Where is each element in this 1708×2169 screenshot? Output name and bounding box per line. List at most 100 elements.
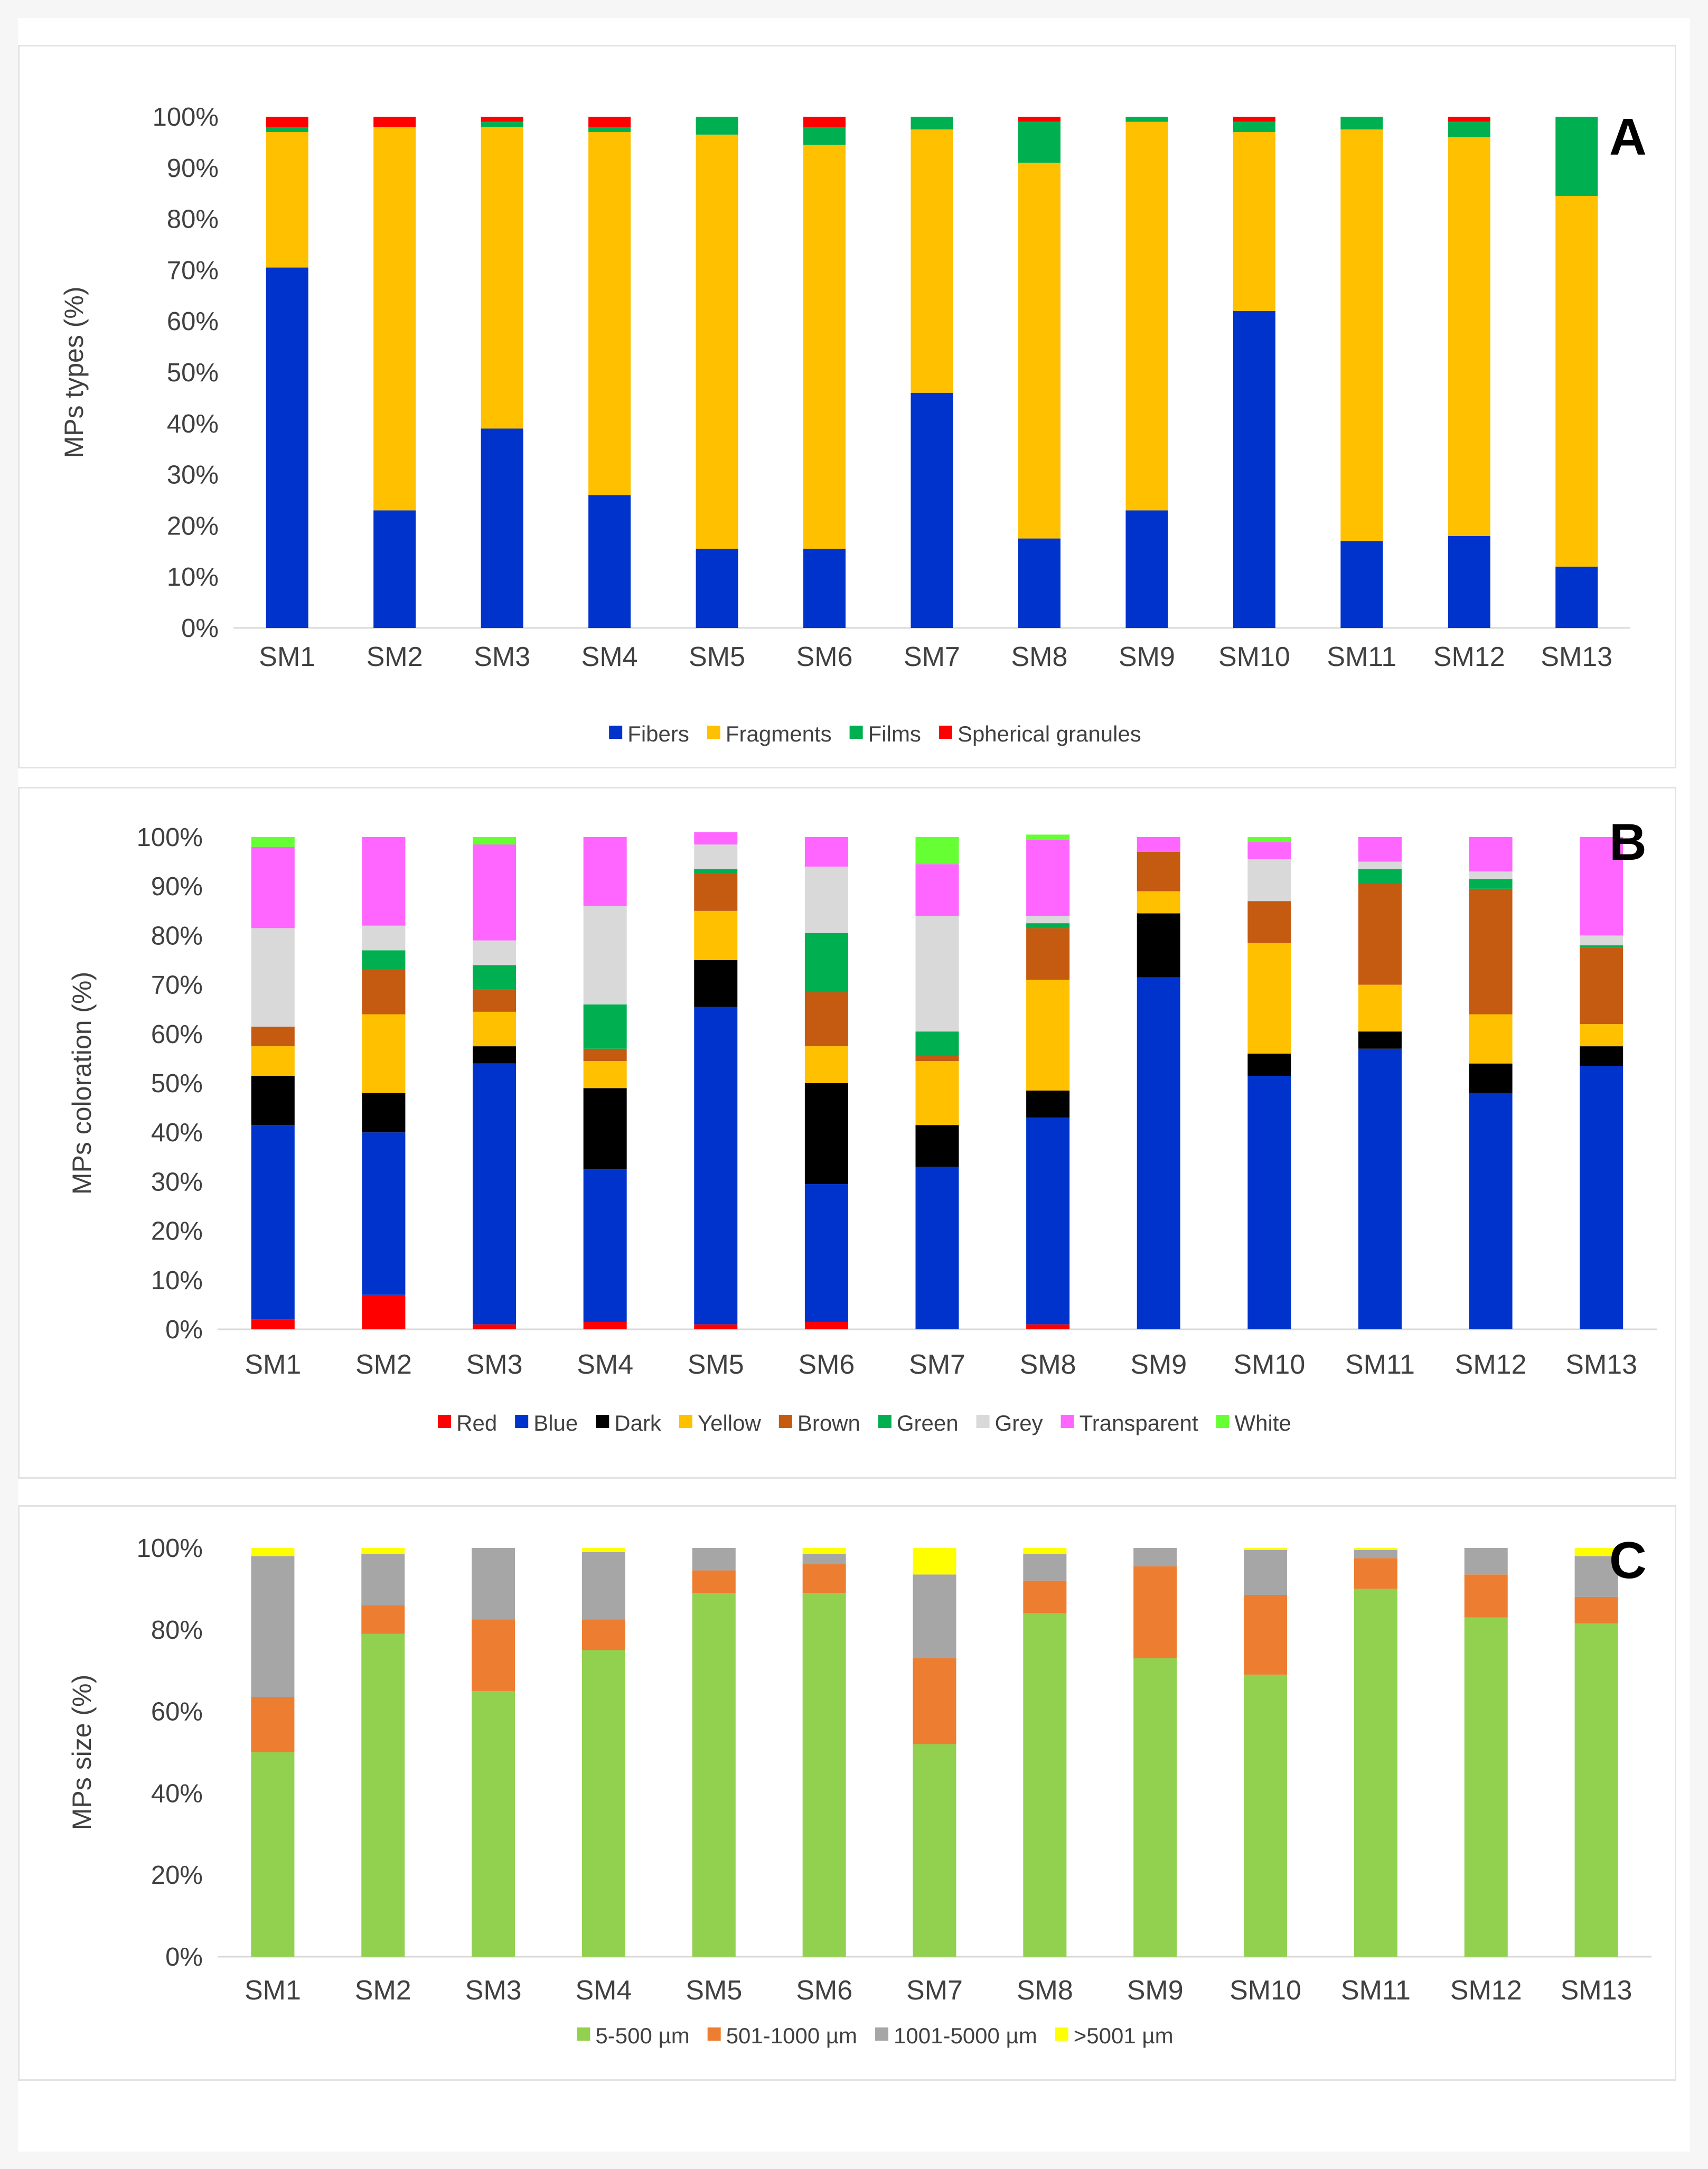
bar-segment-fragments-sm11: [1340, 129, 1383, 541]
bar-segment-green-sm2: [362, 950, 406, 970]
bar-segment-fragments-sm10: [1233, 132, 1275, 311]
bar-segment-red-sm4: [583, 1322, 627, 1329]
bar-segment-fragments-sm6: [803, 145, 846, 549]
bar-segment-dark-sm13: [1580, 1046, 1623, 1066]
bar-segment-dark-sm12: [1469, 1063, 1513, 1093]
legend-swatch-grey: [976, 1415, 990, 1428]
bar-segment-1001-5000-um-sm10: [1244, 1550, 1288, 1595]
bar-segment-5-500-um-sm6: [802, 1593, 846, 1957]
bar-segment-brown-sm9: [1137, 851, 1180, 891]
y-tick-label: 70%: [151, 971, 203, 1000]
bar-segment-fibers-sm13: [1555, 566, 1598, 628]
bar-segment-brown-sm10: [1247, 901, 1291, 943]
bar-segment-gt-5001-um-sm11: [1354, 1548, 1397, 1550]
bar-segment-501-1000-um-sm5: [692, 1570, 736, 1593]
bar-segment-dark-sm3: [473, 1046, 517, 1064]
bar-segment-films-sm3: [481, 121, 523, 127]
x-tick-label: SM5: [686, 1975, 742, 2006]
bar-segment-fragments-sm12: [1448, 137, 1490, 536]
y-tick-label: 60%: [151, 1020, 203, 1049]
bar-segment-dark-sm5: [694, 960, 738, 1007]
legend-label-gt-5001-um: >5001 µm: [1074, 2023, 1174, 2048]
bar-segment-1001-5000-um-sm2: [361, 1554, 405, 1605]
y-tick-label: 80%: [151, 1616, 203, 1645]
bar-segment-brown-sm8: [1026, 928, 1070, 980]
bar-segment-fibers-sm12: [1448, 536, 1490, 628]
bar-segment-blue-sm10: [1247, 1076, 1291, 1329]
legend-swatch-5-500-um: [577, 2027, 590, 2041]
bar-segment-spherical-granules-sm8: [1018, 117, 1061, 122]
stacked-bar-chart-mps-coloration: 0% 10% 20% 30% 40% 50% 60% 70% 80% 90% 100% MPs col…: [67, 813, 1657, 1435]
bar-segment-films-sm6: [803, 127, 846, 145]
bar-segment-501-1000-um-sm4: [581, 1619, 625, 1650]
y-tick-label: 60%: [167, 307, 219, 336]
bar-segment-fragments-sm2: [373, 127, 416, 511]
legend-swatch-spherical-granules: [939, 726, 952, 739]
bar-segment-spherical-granules-sm2: [373, 117, 416, 127]
legend-swatch-yellow: [679, 1415, 692, 1428]
legend-label-501-1000-um: 501-1000 µm: [726, 2023, 857, 2048]
bar-segment-spherical-granules-sm3: [481, 117, 523, 122]
bar-segment-yellow-sm5: [694, 910, 738, 960]
bar-segment-1001-5000-um-sm3: [472, 1548, 515, 1620]
bar-segment-fragments-sm8: [1018, 163, 1061, 539]
x-tick-label: SM1: [245, 1349, 301, 1380]
legend-label-green: Green: [897, 1411, 959, 1435]
bar-segment-1001-5000-um-sm4: [581, 1552, 625, 1620]
x-tick-label: SM11: [1345, 1349, 1415, 1380]
legend-label-films: Films: [868, 721, 921, 746]
bar-segment-dark-sm4: [583, 1088, 627, 1170]
legend-label-blue: Blue: [533, 1411, 578, 1435]
bar-segment-yellow-sm12: [1469, 1014, 1513, 1064]
bar-segment-transparent-sm11: [1358, 837, 1402, 862]
bar-segment-white-sm8: [1026, 834, 1070, 840]
bar-segment-blue-sm8: [1026, 1118, 1070, 1325]
bar-segment-spherical-granules-sm4: [588, 117, 631, 127]
bar-segment-red-sm2: [362, 1294, 406, 1329]
bar-segment-fibers-sm8: [1018, 538, 1061, 628]
bar-segment-5-500-um-sm3: [472, 1691, 515, 1957]
bar-segment-transparent-sm2: [362, 837, 406, 926]
y-tick-label: 10%: [167, 563, 219, 591]
bar-segment-brown-sm4: [583, 1048, 627, 1062]
bar-segment-blue-sm1: [251, 1125, 295, 1320]
bar-segment-yellow-sm6: [804, 1046, 848, 1083]
chart-panel-b: 0% 10% 20% 30% 40% 50% 60% 70% 80% 90% 100% MPs col…: [18, 787, 1676, 1479]
bar-segment-transparent-sm7: [915, 864, 959, 916]
y-tick-label: 90%: [151, 872, 203, 901]
legend-swatch-blue: [515, 1415, 529, 1428]
y-tick-label: 20%: [151, 1217, 203, 1246]
y-tick-label: 100%: [137, 1534, 203, 1563]
x-tick-label: SM10: [1230, 1975, 1301, 2006]
bar-segment-brown-sm7: [915, 1056, 959, 1062]
bar-segment-gt-5001-um-sm2: [361, 1548, 405, 1554]
bar-segment-transparent-sm5: [694, 832, 738, 844]
bar-segment-grey-sm12: [1469, 871, 1513, 879]
bar-segment-gt-5001-um-sm6: [802, 1548, 846, 1554]
y-tick-label: 50%: [167, 359, 219, 387]
bar-segment-blue-sm3: [473, 1063, 517, 1325]
bar-segment-yellow-sm10: [1247, 943, 1291, 1054]
x-tick-label: SM6: [798, 1349, 855, 1380]
legend-label-brown: Brown: [797, 1411, 860, 1435]
x-tick-label: SM8: [1011, 642, 1068, 672]
bar-segment-5-500-um-sm13: [1574, 1623, 1618, 1957]
bar-segment-fragments-sm7: [911, 129, 953, 393]
legend-swatch-fragments: [707, 726, 720, 739]
bar-segment-green-sm6: [804, 933, 848, 992]
bar-segment-white-sm10: [1247, 837, 1291, 842]
y-tick-label: 30%: [167, 461, 219, 490]
bar-segment-501-1000-um-sm6: [802, 1564, 846, 1593]
y-tick-label: 100%: [137, 823, 203, 852]
bar-segment-red-sm1: [251, 1319, 295, 1329]
bar-segment-brown-sm3: [473, 989, 517, 1012]
bar-segment-fragments-sm3: [481, 127, 523, 429]
bar-segment-yellow-sm1: [251, 1046, 295, 1076]
x-tick-label: SM8: [1020, 1349, 1076, 1380]
x-tick-label: SM12: [1433, 642, 1505, 672]
bar-segment-blue-sm13: [1580, 1066, 1623, 1329]
bar-segment-grey-sm7: [915, 916, 959, 1032]
bar-segment-fragments-sm9: [1125, 121, 1168, 511]
x-tick-label: SM11: [1341, 1975, 1411, 2006]
legend-label-5-500-um: 5-500 µm: [595, 2023, 689, 2048]
